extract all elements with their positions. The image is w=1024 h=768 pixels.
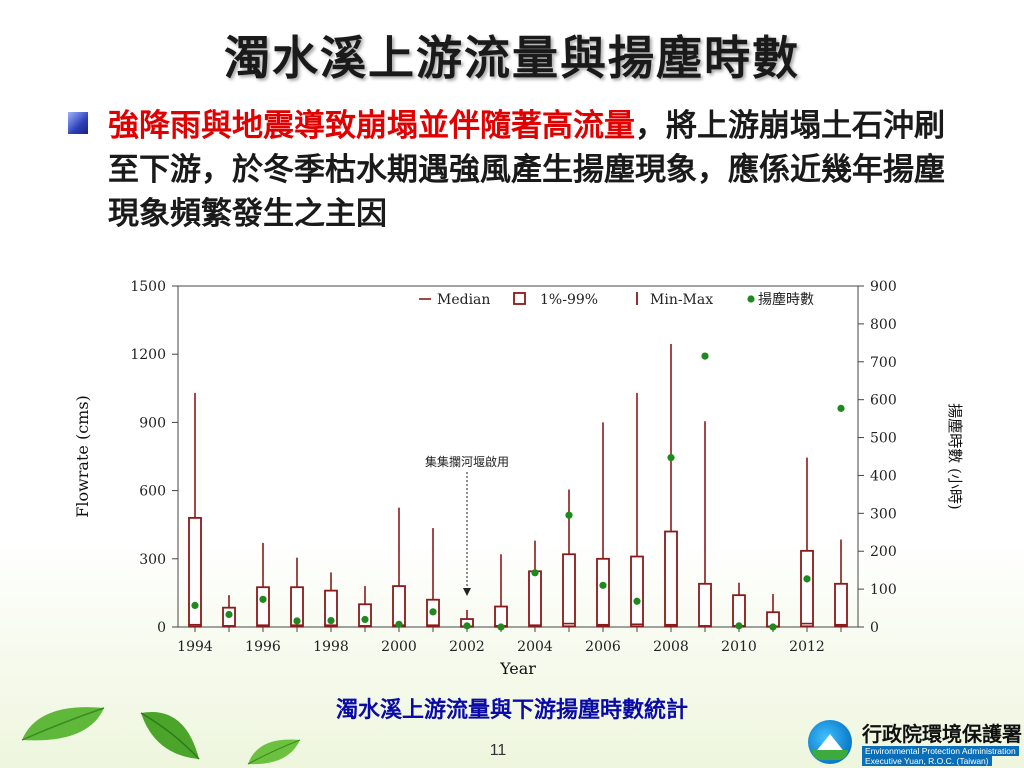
legend-box-label: 1%-99%	[540, 292, 598, 308]
right-tick-label: 0	[870, 620, 879, 636]
percentile-box	[392, 585, 406, 628]
dust-hours-point	[293, 617, 301, 625]
left-tick-label: 600	[139, 484, 166, 500]
dust-hours-point	[191, 601, 199, 610]
annotation-label: 集集攔河堰啟用	[425, 454, 509, 469]
epa-logo: 行政院環境保護署 Environmental Protection Admini…	[808, 720, 1022, 766]
dust-hours-point	[803, 575, 811, 583]
percentile-box	[562, 553, 576, 628]
x-tick-label: 2000	[381, 639, 417, 655]
dust-hours-point	[735, 622, 743, 630]
leaf-icon	[247, 739, 301, 765]
leaf-icon	[140, 711, 200, 760]
x-tick-label: 2010	[721, 639, 757, 655]
percentile-box	[188, 516, 202, 628]
dust-hours-point	[327, 616, 335, 625]
chart-container: 0 300 600 900 1200 1500 0 100 200 300 400 500 600 700…	[0, 270, 1024, 700]
dust-hours-point	[837, 404, 845, 412]
dust-hours-point	[429, 608, 437, 616]
dust-hours-point	[769, 623, 777, 631]
slide-title: 濁水溪上游流量與揚塵時數	[224, 31, 800, 85]
epa-logo-english-line2: Executive Yuan, R.O.C. (Taiwan)	[862, 756, 992, 766]
right-tick-label: 700	[870, 355, 897, 371]
leaf-icon	[21, 707, 105, 741]
bullet-rest: ，將上游崩塌土石沖刷至下游，於冬季枯水期遇強風產生揚塵現象，應係近幾年揚塵現象頻…	[108, 108, 945, 232]
dust-hours-point	[463, 622, 471, 630]
dust-hours-point	[565, 511, 573, 519]
dust-hours-point	[667, 454, 675, 462]
page-number: 11	[489, 742, 507, 759]
right-tick-label: 200	[870, 544, 897, 560]
legend-minmax-label: Min-Max	[650, 292, 713, 308]
x-tick-label: 1998	[313, 639, 349, 655]
x-tick-label: 2004	[517, 639, 553, 655]
left-tick-label: 300	[139, 552, 166, 568]
percentile-box	[528, 570, 542, 628]
percentile-box	[290, 586, 304, 628]
percentile-box	[834, 582, 848, 628]
percentile-box	[800, 549, 814, 628]
dust-hours-point	[701, 352, 709, 360]
x-tick-label: 2002	[449, 639, 485, 655]
bullet-highlight: 強降雨與地震導致崩塌並伴隨著高流量	[108, 108, 635, 144]
x-tick-label: 2012	[789, 639, 825, 655]
percentile-box	[256, 586, 270, 628]
chart-caption: 濁水溪上游流量與下游揚塵時數統計	[335, 697, 688, 723]
epa-logo-chinese: 行政院環境保護署	[862, 722, 1022, 746]
percentile-box	[630, 555, 644, 628]
right-tick-label: 400	[870, 468, 897, 484]
epa-logo-english-line1: Environmental Protection Administration	[862, 746, 1019, 756]
y-axis-label-right: 揚塵時數 (小時)	[946, 403, 964, 509]
left-tick-label: 1200	[130, 347, 166, 363]
dust-hours-point	[225, 610, 233, 619]
dust-hours-point	[633, 597, 641, 605]
right-tick-label: 900	[870, 279, 897, 295]
percentile-box	[324, 589, 338, 628]
epa-logo-ground	[812, 750, 848, 760]
right-tick-label: 600	[870, 393, 897, 409]
percentile-box	[664, 530, 678, 628]
dust-hours-point	[259, 595, 267, 603]
bullet-text: 強降雨與地震導致崩塌並伴隨著高流量，將上游崩塌土石沖刷至下游，於冬季枯水期遇強風…	[108, 104, 948, 236]
dust-hours-point	[361, 615, 369, 624]
legend-median-label: Median	[437, 292, 490, 308]
percentile-box	[698, 582, 712, 628]
dust-hours-point	[599, 581, 607, 589]
left-tick-label: 900	[139, 415, 166, 431]
legend-dust-swatch	[747, 295, 755, 303]
percentile-box	[596, 557, 610, 628]
x-tick-label: 2006	[585, 639, 621, 655]
epa-logo-mountain	[814, 734, 846, 754]
y-axis-label-left: Flowrate (cms)	[73, 395, 92, 518]
x-tick-label: 1994	[177, 639, 213, 655]
percentile-box	[358, 603, 372, 628]
plot-frame	[177, 285, 859, 628]
bullet-square-icon	[68, 112, 88, 134]
right-tick-label: 100	[870, 582, 897, 598]
legend-dust-label: 揚塵時數	[758, 291, 814, 308]
x-axis-label: Year	[499, 659, 536, 678]
dust-hours-point	[395, 620, 403, 628]
flow-dust-chart: 0 300 600 900 1200 1500 0 100 200 300 400 500 600 700…	[73, 279, 964, 678]
right-tick-label: 500	[870, 431, 897, 447]
dust-hours-point	[497, 623, 505, 631]
annotation-arrow	[463, 588, 471, 596]
dust-hours-point	[531, 569, 539, 577]
right-tick-label: 800	[870, 317, 897, 333]
left-tick-label: 1500	[130, 279, 166, 295]
percentile-box	[732, 594, 746, 628]
x-tick-label: 2008	[653, 639, 689, 655]
left-tick-label: 0	[157, 620, 166, 636]
x-tick-label: 1996	[245, 639, 281, 655]
right-tick-label: 300	[870, 506, 897, 522]
legend-box-swatch	[513, 292, 526, 305]
